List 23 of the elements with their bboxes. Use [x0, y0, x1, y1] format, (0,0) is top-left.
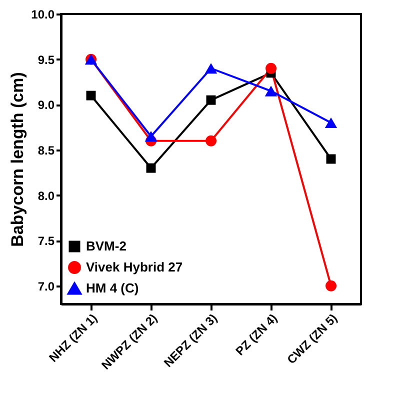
point [144, 131, 158, 142]
point [326, 280, 336, 292]
point [206, 135, 216, 146]
point [266, 62, 276, 74]
y-tick-label: 7.5 [38, 234, 55, 248]
point [326, 154, 336, 164]
y-tick-label: 8.5 [38, 143, 55, 158]
y-tick-label: 9.5 [38, 52, 55, 67]
point [86, 90, 96, 100]
y-tick-label: 10.0 [31, 8, 55, 22]
legend-label: HM 4 (C) [86, 280, 139, 296]
y-tick-label: 9.0 [38, 98, 55, 112]
x-tick-label: PZ (ZN 4) [232, 311, 280, 358]
legend-label: BVM-2 [86, 238, 126, 254]
point [206, 95, 216, 105]
legend-label: Vivek Hybrid 27 [86, 260, 183, 274]
y-axis-title: Babycorn length (cm) [8, 72, 28, 247]
point [204, 63, 218, 74]
y-tick-label: 7.0 [38, 279, 55, 294]
y-tick-label: 8.0 [38, 188, 55, 203]
point [264, 86, 278, 96]
point [324, 117, 338, 128]
point [146, 163, 156, 173]
